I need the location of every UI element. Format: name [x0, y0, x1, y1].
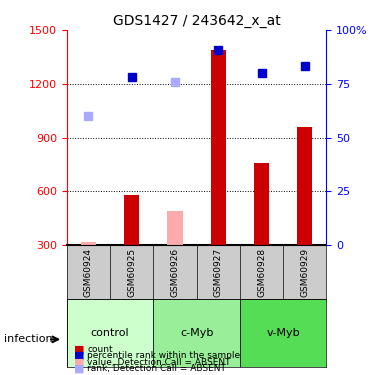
Text: ■: ■ [74, 351, 85, 361]
Text: GSM60927: GSM60927 [214, 248, 223, 297]
Text: ■: ■ [74, 345, 85, 354]
Text: GSM60928: GSM60928 [257, 248, 266, 297]
Bar [167, 211, 183, 245]
Text: v-Myb: v-Myb [266, 328, 300, 338]
Text: GSM60925: GSM60925 [127, 248, 136, 297]
Text: ■: ■ [74, 357, 85, 367]
Bar [240, 299, 326, 368]
Text: value, Detection Call = ABSENT: value, Detection Call = ABSENT [87, 358, 231, 367]
Text: percentile rank within the sample: percentile rank within the sample [87, 351, 240, 360]
Bar [211, 50, 226, 245]
Title: GDS1427 / 243642_x_at: GDS1427 / 243642_x_at [113, 13, 280, 28]
Text: rank, Detection Call = ABSENT: rank, Detection Call = ABSENT [87, 364, 226, 373]
Text: infection: infection [4, 334, 52, 344]
Text: ■: ■ [74, 364, 85, 374]
Text: GSM60924: GSM60924 [84, 248, 93, 297]
Bar [254, 163, 269, 245]
Bar [81, 242, 96, 245]
Bar [67, 299, 153, 368]
Text: GSM60929: GSM60929 [301, 248, 309, 297]
Text: c-Myb: c-Myb [180, 328, 213, 338]
Bar [124, 195, 139, 245]
Text: GSM60926: GSM60926 [171, 248, 180, 297]
Bar [297, 127, 312, 245]
Text: count: count [87, 345, 113, 354]
Bar [153, 299, 240, 368]
Text: control: control [91, 328, 129, 338]
